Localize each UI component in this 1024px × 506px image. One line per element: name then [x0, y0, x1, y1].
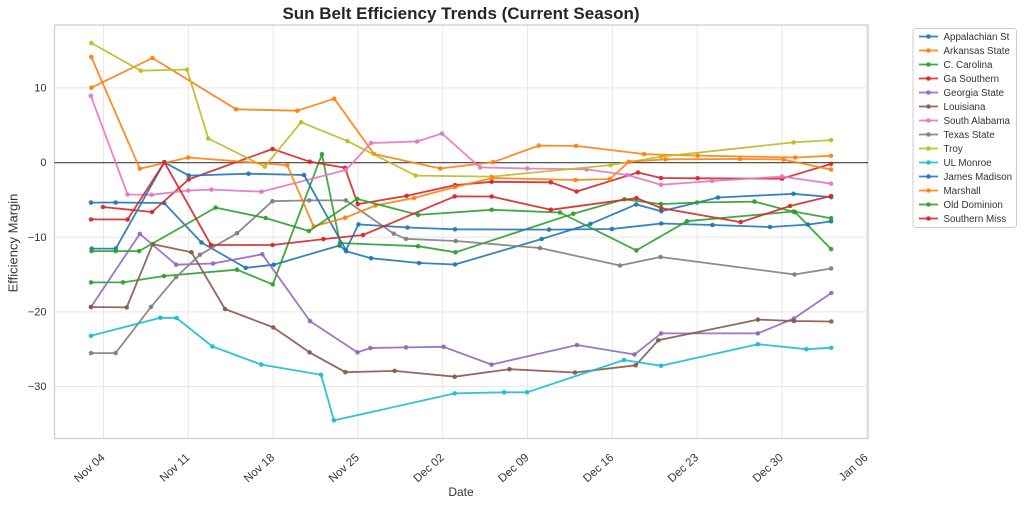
- svg-text:Date: Date: [448, 485, 474, 499]
- svg-text:Ga Southern: Ga Southern: [944, 74, 1000, 85]
- svg-text:10: 10: [34, 82, 46, 94]
- svg-text:South Alabama: South Alabama: [944, 116, 1011, 127]
- svg-text:Arkansas State: Arkansas State: [944, 46, 1011, 57]
- svg-text:James Madison: James Madison: [944, 172, 1013, 183]
- svg-text:Southern Miss: Southern Miss: [944, 214, 1007, 225]
- svg-text:−20: −20: [28, 306, 47, 318]
- svg-text:C. Carolina: C. Carolina: [944, 60, 994, 71]
- svg-text:UL Monroe: UL Monroe: [944, 158, 993, 169]
- svg-text:0: 0: [40, 157, 46, 169]
- svg-text:Sun Belt Efficiency Trends (Cu: Sun Belt Efficiency Trends (Current Seas…: [282, 4, 639, 23]
- svg-text:Efficiency Margin: Efficiency Margin: [6, 194, 21, 293]
- svg-text:Georgia State: Georgia State: [944, 88, 1005, 99]
- svg-text:Troy: Troy: [944, 144, 963, 155]
- svg-text:Old Dominion: Old Dominion: [944, 200, 1003, 211]
- svg-text:−30: −30: [28, 381, 47, 393]
- svg-text:Appalachian St: Appalachian St: [944, 32, 1010, 43]
- svg-text:Marshall: Marshall: [944, 186, 981, 197]
- svg-text:Texas State: Texas State: [944, 130, 996, 141]
- svg-text:−10: −10: [28, 232, 47, 244]
- svg-text:Louisiana: Louisiana: [944, 102, 986, 113]
